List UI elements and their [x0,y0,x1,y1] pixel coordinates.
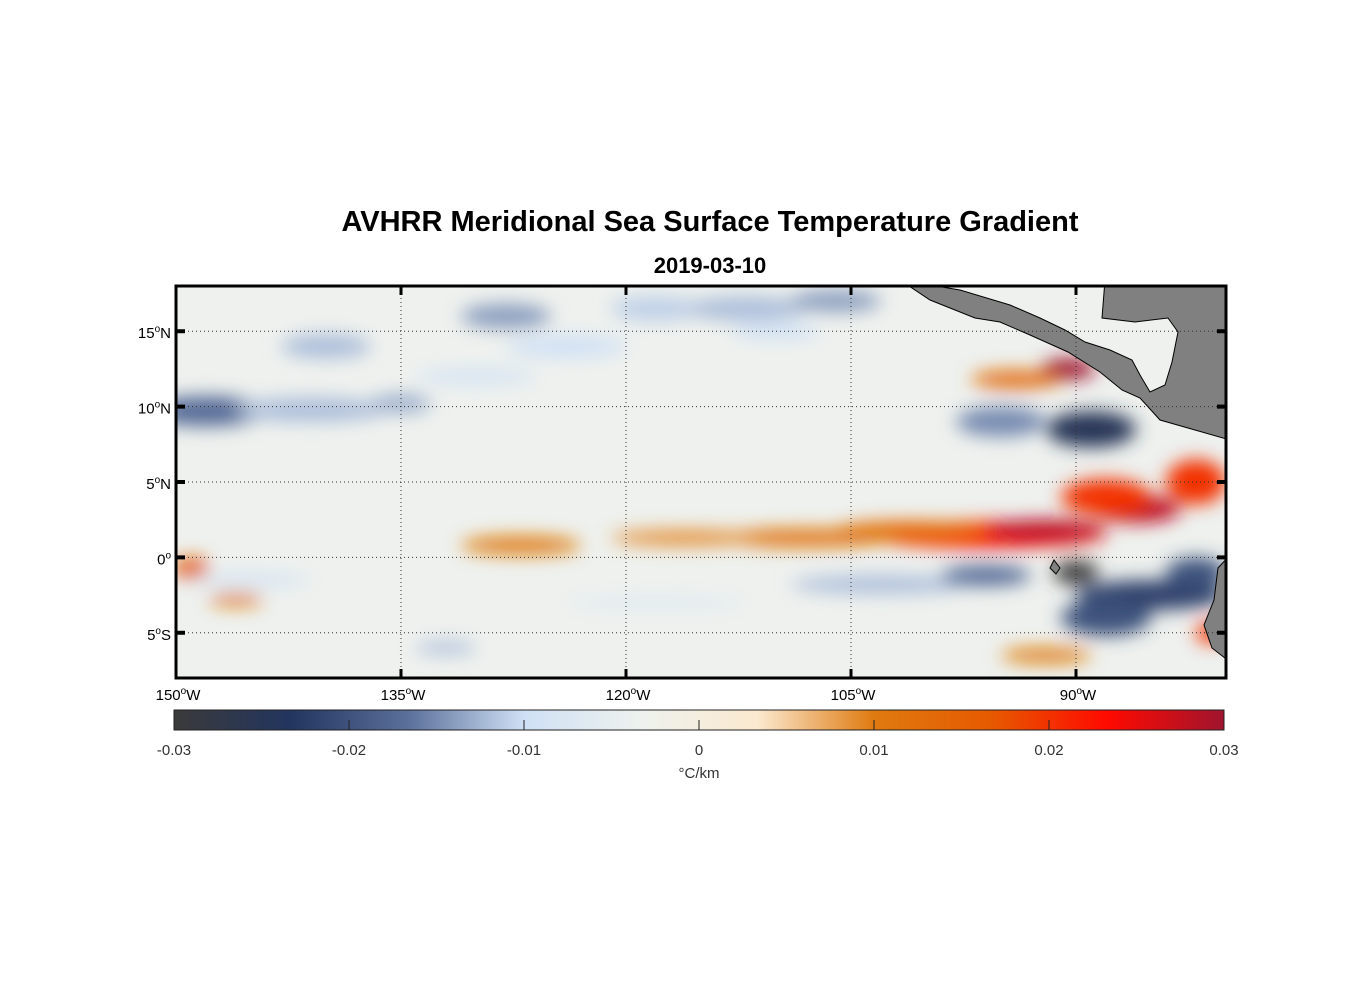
colorbar-tick-label: -0.02 [332,742,366,759]
gradient-feature [461,536,581,555]
gradient-feature [686,296,806,321]
gradient-feature [209,593,263,606]
axes: 150oW 135oW 120oW 105oW 90oW 15oN 10oN 5oN 0o 5oS [138,286,1226,704]
gradient-feature [191,572,311,588]
gradient-feature [986,519,1106,541]
y-tick-label: 5oN [146,475,171,493]
colorbar-tick-label: -0.01 [507,742,541,759]
land-galapagos [1049,559,1061,575]
gradient-feature [941,564,1031,586]
gradient-feature [416,368,536,384]
x-tick-label: 150oW [156,686,202,704]
gradient-feature [1061,599,1151,636]
grid-lines [176,286,1226,678]
gradient-feature [1053,560,1099,585]
y-tick-label: 15oN [138,324,171,342]
y-tick-label: 10oN [138,400,171,418]
x-tick-label: 135oW [381,686,427,704]
colorbar-tick-label: 0.01 [859,742,888,759]
colorbar-tick-label: 0.03 [1209,742,1238,759]
gradient-field [176,290,1226,663]
colorbar-ticks: -0.03 -0.02 -0.01 0 0.01 0.02 0.03 [157,720,1239,759]
x-tick-label: 90oW [1060,686,1097,704]
gradient-feature [1041,358,1096,380]
gradient-feature [611,296,701,321]
gradient-feature [236,397,386,422]
gradient-feature [176,557,209,579]
gradient-feature [371,394,431,413]
chart-subtitle: 2019-03-10 [653,253,767,278]
gradient-feature [1166,557,1226,588]
gradient-feature [611,530,761,546]
y-tick-label: 0o [157,550,171,568]
gradient-feature [971,370,1061,389]
gradient-feature [416,641,476,654]
land-central-america [908,286,1226,440]
gradient-feature [176,396,266,427]
x-tick-label: 120oW [606,686,652,704]
colorbar-tick-label: 0 [695,742,703,759]
chart-title: AVHRR Meridional Sea Surface Temperature… [341,206,1079,238]
gradient-feature [506,335,626,357]
colorbar-label: °C/km [679,765,720,782]
gradient-feature [281,334,371,359]
gradient-feature [1061,479,1151,516]
gradient-feature [566,595,746,611]
colorbar-tick-label: -0.03 [157,742,191,759]
y-tick-label: 5oS [147,626,171,644]
x-tick-label: 105oW [831,686,877,704]
gradient-feature [956,406,1046,437]
gradient-feature [791,290,881,312]
gradient-feature [1046,411,1136,448]
gradient-feature [1001,647,1091,663]
gradient-feature [791,575,971,594]
gradient-feature [461,304,551,329]
colorbar-tick-label: 0.02 [1034,742,1063,759]
